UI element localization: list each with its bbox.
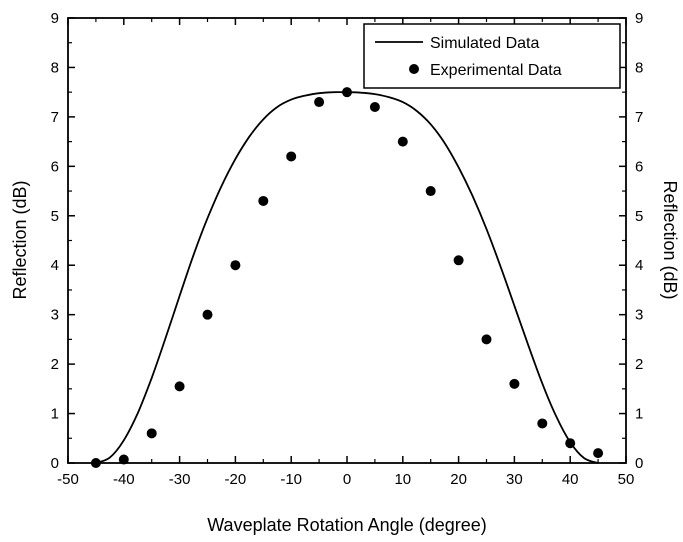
x-tick-label: -40	[113, 471, 135, 488]
experimental-data-point	[314, 97, 325, 108]
x-tick-label: 30	[506, 471, 523, 488]
x-tick-label: -20	[225, 471, 247, 488]
legend-label-experimental: Experimental Data	[430, 62, 562, 79]
y-tick-label-left: 7	[51, 109, 59, 126]
experimental-data-point	[397, 136, 408, 147]
y-axis-right: 0 1 2 3 4 5 6 7 8 9	[619, 10, 643, 472]
experimental-data-point	[369, 102, 380, 112]
y-tick-label-left: 1	[51, 406, 59, 423]
x-tick-label: 10	[394, 471, 411, 488]
y-tick-label-right: 7	[635, 109, 643, 126]
y-axis-title-left: Reflection (dB)	[10, 180, 30, 299]
experimental-data-point	[425, 186, 436, 197]
experimental-data-point	[481, 334, 492, 345]
y-axis-left: 0 1 2 3 4 5 6 7 8 9	[51, 10, 75, 472]
experimental-data-point	[258, 195, 269, 206]
y-tick-label-right: 4	[635, 257, 643, 274]
y-tick-label-right: 8	[635, 59, 643, 76]
experimental-data-point	[593, 448, 604, 459]
y-tick-label-right: 3	[635, 307, 643, 324]
x-tick-label: -10	[280, 471, 302, 488]
y-tick-label-left: 2	[51, 356, 59, 373]
experimental-data-point	[146, 428, 157, 439]
x-tick-label: -50	[57, 471, 79, 488]
x-axis: -50 -40 -30 -20 -10 0 10 20 30 40 50	[57, 18, 634, 488]
legend-label-simulated: Simulated Data	[430, 35, 539, 52]
experimental-data-point	[118, 454, 129, 465]
y-tick-label-right: 1	[635, 406, 643, 423]
legend-box	[363, 23, 621, 89]
series-layer	[90, 87, 604, 468]
x-tick-label: -30	[169, 471, 191, 488]
experimental-data-point	[174, 381, 185, 392]
legend: Simulated Data Experimental Data	[363, 23, 621, 89]
x-tick-label: 40	[562, 471, 579, 488]
x-tick-label: 0	[343, 471, 351, 488]
experimental-data-point	[565, 438, 576, 449]
y-tick-label-left: 0	[51, 455, 59, 472]
y-tick-label-right: 0	[635, 455, 643, 472]
experimental-data-point	[230, 260, 241, 271]
simulated-data-line	[95, 91, 599, 464]
experimental-data-point	[202, 309, 213, 320]
x-axis-title: Waveplate Rotation Angle (degree)	[207, 515, 487, 535]
y-tick-label-left: 6	[51, 158, 59, 175]
y-tick-label-left: 5	[51, 208, 59, 225]
y-tick-label-left: 8	[51, 59, 59, 76]
x-tick-label: 50	[618, 471, 635, 488]
experimental-data-point	[509, 378, 520, 389]
y-tick-label-left: 9	[51, 10, 59, 27]
experimental-data-point	[453, 255, 464, 266]
experimental-data-point	[90, 458, 101, 468]
y-tick-label-right: 6	[635, 158, 643, 175]
experimental-data-point	[537, 418, 548, 429]
x-tick-label: 20	[450, 471, 467, 488]
experimental-data-point	[286, 151, 297, 162]
y-tick-label-right: 5	[635, 208, 643, 225]
y-tick-label-left: 4	[51, 257, 59, 274]
y-axis-title-right: Reflection (dB)	[660, 180, 680, 299]
y-tick-label-right: 9	[635, 10, 643, 27]
experimental-data-point	[342, 87, 352, 98]
y-tick-label-left: 3	[51, 307, 59, 324]
y-tick-label-right: 2	[635, 356, 643, 373]
legend-dot-swatch	[409, 64, 419, 74]
